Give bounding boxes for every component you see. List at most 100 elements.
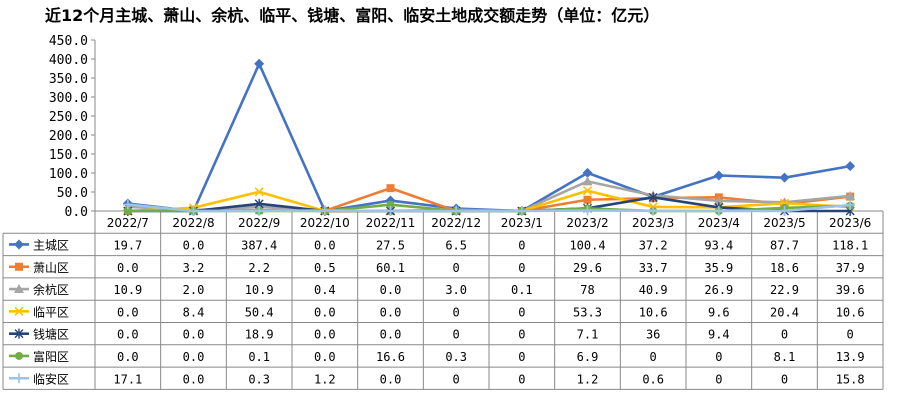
data-label: 19.7 bbox=[113, 238, 142, 252]
data-point bbox=[385, 206, 396, 216]
legend-label: 临安区 bbox=[33, 371, 69, 386]
category-label: 2022/9 bbox=[238, 216, 280, 230]
data-table: 2022/7 2022/8 2022/9 2022/10 2022/11 2022/12 2… bbox=[9, 216, 871, 386]
data-point bbox=[122, 199, 133, 210]
category-label: 2022/10 bbox=[300, 216, 350, 230]
series-line bbox=[127, 203, 851, 213]
data-point bbox=[451, 206, 462, 216]
legend-label: 富阳区 bbox=[33, 349, 69, 364]
data-label: 0.0 bbox=[117, 261, 139, 275]
data-label: 2.0 bbox=[183, 283, 205, 297]
legend-key-marker bbox=[14, 239, 24, 250]
data-label: 0.3 bbox=[445, 350, 467, 364]
data-point bbox=[582, 186, 593, 196]
data-label: 0.0 bbox=[380, 328, 402, 342]
data-label: 17.1 bbox=[113, 372, 142, 386]
data-label: 0 bbox=[518, 372, 525, 386]
data-label: 29.6 bbox=[573, 261, 602, 275]
data-label: 3.2 bbox=[183, 261, 205, 275]
data-label: 0 bbox=[715, 372, 722, 386]
category-label: 2022/7 bbox=[107, 216, 149, 230]
data-point bbox=[583, 195, 592, 204]
data-label: 60.1 bbox=[376, 261, 405, 275]
data-label: 2.2 bbox=[248, 261, 270, 275]
data-label: 7.1 bbox=[577, 328, 599, 342]
data-label: 0.0 bbox=[314, 350, 336, 364]
legend-key-marker bbox=[14, 306, 24, 316]
data-label: 22.9 bbox=[770, 283, 799, 297]
data-label: 36 bbox=[646, 328, 660, 342]
data-label: 1.2 bbox=[577, 372, 599, 386]
data-label: 18.6 bbox=[770, 261, 799, 275]
legend-key bbox=[9, 351, 29, 360]
data-label: 0 bbox=[518, 350, 525, 364]
data-point bbox=[254, 205, 265, 216]
data-label: 27.5 bbox=[376, 238, 405, 252]
data-label: 387.4 bbox=[241, 238, 277, 252]
data-label: 0.1 bbox=[248, 350, 270, 364]
legend-key-marker bbox=[14, 328, 24, 339]
data-point bbox=[254, 58, 265, 69]
legend-key bbox=[9, 328, 29, 339]
data-label: 0 bbox=[518, 305, 525, 319]
grid-layer bbox=[2, 210, 884, 390]
data-point bbox=[713, 206, 724, 216]
legend-label: 临平区 bbox=[33, 305, 69, 319]
legend-label: 余杭区 bbox=[33, 282, 69, 297]
data-label: 0.0 bbox=[314, 238, 336, 252]
data-label: 0.0 bbox=[117, 305, 139, 319]
data-point bbox=[188, 206, 199, 216]
data-label: 0.1 bbox=[511, 283, 533, 297]
data-point bbox=[386, 200, 395, 209]
data-label: 0.0 bbox=[183, 328, 205, 342]
data-label: 10.9 bbox=[113, 283, 142, 297]
series-layer bbox=[122, 58, 856, 216]
data-label: 10.6 bbox=[639, 305, 668, 319]
y-tick-label: 100.0 bbox=[49, 167, 88, 182]
data-point bbox=[648, 205, 659, 216]
data-point bbox=[713, 195, 724, 205]
data-point bbox=[582, 205, 593, 216]
data-point bbox=[713, 170, 724, 181]
data-label: 8.1 bbox=[774, 350, 796, 364]
legend-label: 萧山区 bbox=[33, 261, 69, 275]
data-label: 0 bbox=[518, 238, 525, 252]
y-tick-label: 150.0 bbox=[49, 148, 88, 163]
series-1 bbox=[122, 58, 856, 216]
data-label: 0 bbox=[715, 350, 722, 364]
data-label: 0 bbox=[453, 328, 460, 342]
y-tick-label: 250.0 bbox=[49, 110, 88, 125]
data-label: 10.9 bbox=[245, 283, 274, 297]
data-label: 3.0 bbox=[445, 283, 467, 297]
legend-key-marker bbox=[14, 284, 24, 294]
y-tick-label: 400.0 bbox=[49, 53, 88, 68]
data-point bbox=[779, 206, 790, 216]
data-label: 0.4 bbox=[314, 283, 336, 297]
data-label: 0 bbox=[650, 350, 657, 364]
y-tick-label: 200.0 bbox=[49, 129, 88, 144]
data-label: 6.5 bbox=[445, 238, 467, 252]
data-label: 6.9 bbox=[577, 350, 599, 364]
y-tick-label: 450.0 bbox=[49, 34, 88, 49]
data-label: 0.0 bbox=[117, 328, 139, 342]
legend-key bbox=[9, 262, 29, 271]
data-label: 0.0 bbox=[380, 372, 402, 386]
data-label: 35.9 bbox=[704, 261, 733, 275]
category-label: 2022/12 bbox=[431, 216, 481, 230]
data-point bbox=[254, 187, 264, 197]
data-label: 9.4 bbox=[708, 328, 730, 342]
data-label: 16.6 bbox=[376, 350, 405, 364]
data-label: 18.9 bbox=[245, 328, 274, 342]
data-label: 0.0 bbox=[314, 305, 336, 319]
data-point bbox=[386, 184, 395, 193]
data-label: 100.4 bbox=[569, 238, 605, 252]
data-label: 20.4 bbox=[770, 305, 799, 319]
data-label: 0 bbox=[781, 328, 788, 342]
y-tick-label: 0.0 bbox=[65, 205, 88, 220]
data-label: 33.7 bbox=[639, 261, 668, 275]
data-label: 0.0 bbox=[314, 328, 336, 342]
data-label: 0 bbox=[781, 372, 788, 386]
legend-key-marker bbox=[15, 262, 23, 271]
data-label: 78 bbox=[580, 283, 594, 297]
data-label: 50.4 bbox=[245, 305, 274, 319]
